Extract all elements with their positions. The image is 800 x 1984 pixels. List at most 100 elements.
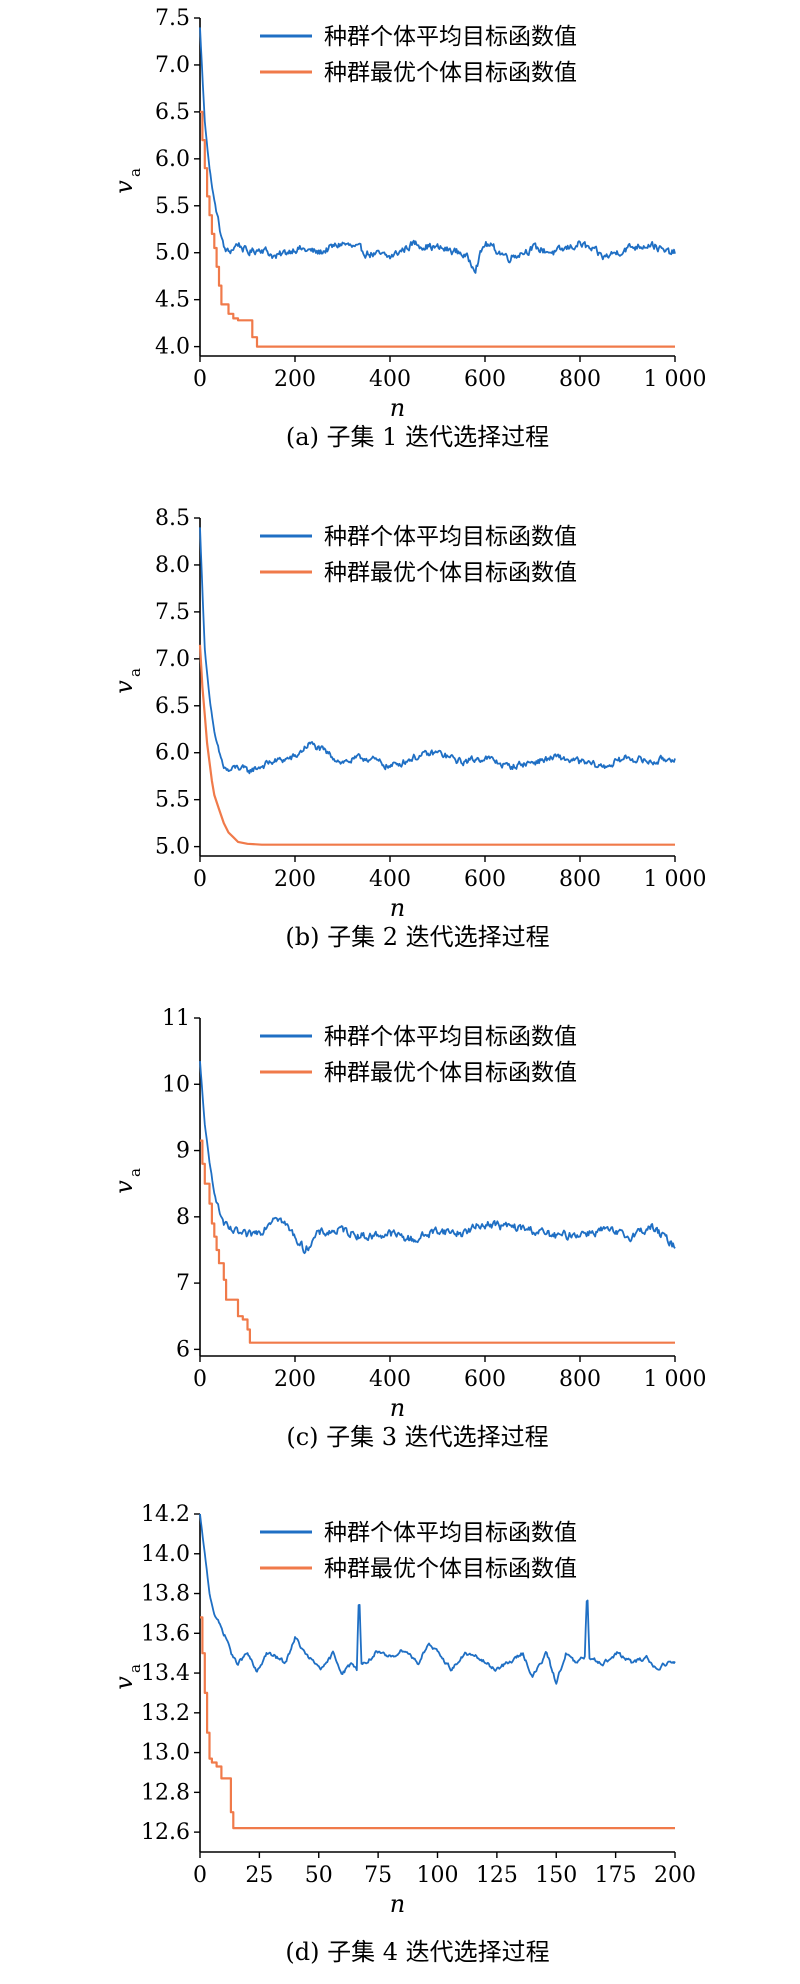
panel-caption: (b) 子集 2 迭代选择过程: [285, 923, 549, 951]
chart-panel-1: 4.0 4.5 5.0 5.5 6.0 6.5 7.0 7.5 0 200 400 600 800 1 0…: [110, 6, 706, 451]
x-tick-label: 50: [305, 1863, 333, 1888]
y-tick-label: 8.0: [155, 553, 190, 578]
y-tick-label: 6: [176, 1337, 190, 1362]
legend-label: 种群个体平均目标函数值: [324, 1024, 577, 1050]
y-axis-title: va: [110, 1664, 144, 1690]
legend-label: 种群最优个体目标函数值: [324, 1060, 577, 1086]
series-line-average: [199, 527, 676, 775]
series-line-average: [199, 27, 676, 274]
x-tick-label: 0: [193, 1863, 207, 1888]
y-tick-label: 12.8: [141, 1780, 190, 1805]
x-tick-label: 400: [369, 867, 411, 892]
x-axis-title: n: [390, 894, 405, 922]
x-tick-label: 1 000: [644, 367, 707, 392]
x-tick-label: 150: [535, 1863, 577, 1888]
panel-caption: (c) 子集 3 迭代选择过程: [286, 1423, 548, 1451]
y-tick-label: 8: [176, 1205, 190, 1230]
x-tick-label: 75: [364, 1863, 392, 1888]
y-tick-label: 13.4: [141, 1661, 190, 1686]
legend-label: 种群个体平均目标函数值: [324, 24, 577, 50]
y-axis-title-subscript: a: [126, 1664, 144, 1673]
x-tick-label: 800: [559, 867, 601, 892]
x-tick-label: 0: [193, 367, 207, 392]
x-axis-title: n: [390, 1890, 405, 1918]
x-tick-label: 200: [274, 367, 316, 392]
legend-label: 种群最优个体目标函数值: [324, 60, 577, 86]
series-line-best: [200, 1616, 675, 1830]
y-tick-label: 13.0: [141, 1741, 190, 1766]
y-tick-label: 14.0: [141, 1542, 190, 1567]
y-axis-title-main: v: [110, 180, 138, 194]
y-tick-label: 4.0: [155, 335, 190, 360]
y-tick-label: 7.0: [155, 647, 190, 672]
legend-label: 种群最优个体目标函数值: [324, 1556, 577, 1582]
x-tick-label: 800: [559, 367, 601, 392]
x-tick-label: 600: [464, 867, 506, 892]
y-tick-label: 7.0: [155, 53, 190, 78]
y-tick-label: 5.0: [155, 241, 190, 266]
y-tick-label: 6.5: [155, 100, 190, 125]
y-tick-label: 14.2: [141, 1502, 190, 1527]
x-tick-label: 0: [193, 867, 207, 892]
y-axis-title-main: v: [110, 1676, 138, 1690]
x-axis-title: n: [390, 394, 405, 422]
x-tick-label: 1 000: [644, 867, 707, 892]
chart-panel-3: 6 7 8 9 10 11 0 200 400 600 800 1 000 n va 种群个体平均目标函数值…: [110, 1006, 706, 1451]
y-tick-label: 10: [162, 1072, 190, 1097]
x-tick-label: 0: [193, 1367, 207, 1392]
y-tick-label: 13.2: [141, 1701, 190, 1726]
y-tick-label: 5.0: [155, 835, 190, 860]
y-tick-label: 12.6: [141, 1820, 190, 1845]
y-tick-label: 6.5: [155, 694, 190, 719]
y-axis-title: va: [110, 668, 144, 694]
x-tick-label: 600: [464, 367, 506, 392]
panel-caption: (a) 子集 1 迭代选择过程: [286, 423, 549, 451]
legend-label: 种群个体平均目标函数值: [324, 524, 577, 550]
y-tick-label: 4.5: [155, 288, 190, 313]
y-axis-title-subscript: a: [126, 168, 144, 177]
y-tick-label: 6.0: [155, 741, 190, 766]
y-tick-label: 7.5: [155, 6, 190, 31]
x-axis-title: n: [390, 1394, 405, 1422]
y-tick-label: 13.8: [141, 1582, 190, 1607]
x-tick-label: 125: [476, 1863, 518, 1888]
y-tick-label: 5.5: [155, 194, 190, 219]
y-axis-title-subscript: a: [126, 668, 144, 677]
x-tick-label: 200: [654, 1863, 696, 1888]
y-tick-label: 5.5: [155, 788, 190, 813]
series-line-best: [200, 1139, 675, 1344]
x-tick-label: 400: [369, 367, 411, 392]
legend-label: 种群最优个体目标函数值: [324, 560, 577, 586]
x-tick-label: 400: [369, 1367, 411, 1392]
y-tick-label: 11: [162, 1006, 190, 1031]
y-axis-title-main: v: [110, 1180, 138, 1194]
x-tick-label: 600: [464, 1367, 506, 1392]
y-tick-label: 7: [176, 1271, 190, 1296]
y-tick-label: 8.5: [155, 506, 190, 531]
y-axis-title-main: v: [110, 680, 138, 694]
chart-panel-4: 12.6 12.8 13.0 13.2 13.4 13.6 13.8 14.0 14.2 0 25 5…: [110, 1502, 696, 1966]
chart-panel-2: 5.0 5.5 6.0 6.5 7.0 7.5 8.0 8.5 0 200 400 600 800 1 0…: [110, 506, 706, 951]
legend-label: 种群个体平均目标函数值: [324, 1520, 577, 1546]
x-tick-label: 200: [274, 867, 316, 892]
y-axis-title-subscript: a: [126, 1168, 144, 1177]
y-axis-title: va: [110, 1168, 144, 1194]
y-tick-label: 7.5: [155, 600, 190, 625]
x-tick-label: 100: [417, 1863, 459, 1888]
x-tick-label: 175: [595, 1863, 637, 1888]
x-tick-label: 200: [274, 1367, 316, 1392]
series-line-best: [198, 644, 675, 846]
series-line-best: [200, 110, 675, 348]
y-tick-label: 9: [176, 1139, 190, 1164]
series-line-average: [199, 1513, 676, 1685]
x-tick-label: 800: [559, 1367, 601, 1392]
y-tick-label: 6.0: [155, 147, 190, 172]
y-tick-label: 13.6: [141, 1621, 190, 1646]
series-line-average: [199, 1061, 676, 1255]
x-tick-label: 1 000: [644, 1367, 707, 1392]
panel-caption: (d) 子集 4 迭代选择过程: [285, 1938, 549, 1966]
y-axis-title: va: [110, 168, 144, 194]
x-tick-label: 25: [245, 1863, 273, 1888]
